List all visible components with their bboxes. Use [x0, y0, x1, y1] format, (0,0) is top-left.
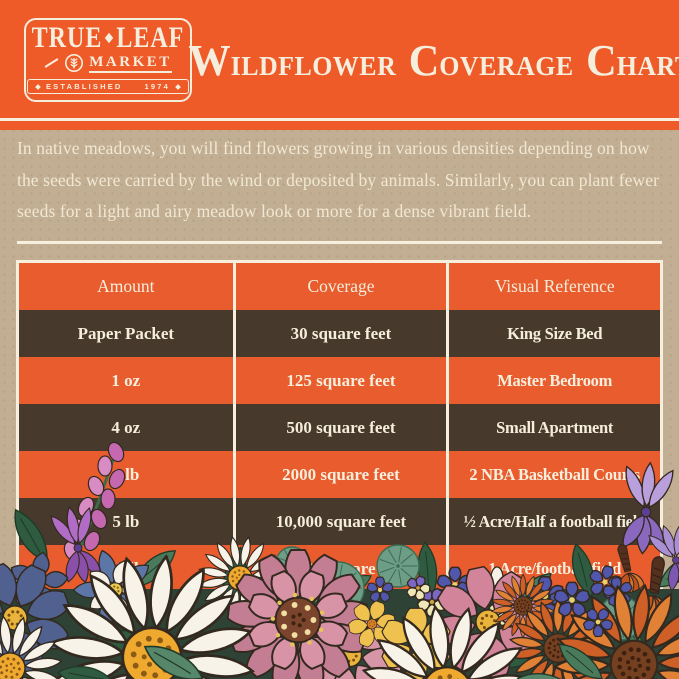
cell-coverage: 2000 square feet [232, 451, 447, 498]
cell-amount: 25 lb [19, 545, 233, 592]
table-header-row: Amount Coverage Visual Reference [19, 263, 660, 310]
cell-visual-reference: King Size Bed [446, 310, 660, 357]
title-word: WILDFLOWER [188, 35, 397, 85]
cell-amount: 1 oz [19, 357, 233, 404]
diamond-separator-icon [105, 32, 114, 44]
wheat-seal-icon [65, 54, 84, 73]
table-row: 4 oz 500 square feet Small Apartment [19, 404, 660, 451]
cell-visual-reference: ½ Acre/Half a football field [446, 498, 660, 545]
cell-coverage: 10,000 square feet [232, 498, 447, 545]
cell-visual-reference: 2 NBA Basketball Courts [446, 451, 660, 498]
column-header-coverage: Coverage [232, 263, 447, 310]
diamond-bullet-icon [175, 83, 181, 90]
table-row: 25 lb 50,000 square feet 1 Acre/football f… [19, 545, 660, 592]
brand-name-right: LEAF [116, 22, 185, 55]
cell-coverage: 125 square feet [232, 357, 447, 404]
table-row: 1 oz 125 square feet Master Bedroom [19, 357, 660, 404]
cell-visual-reference: 1 Acre/football field [446, 545, 660, 592]
brand-name-market: MARKET [89, 54, 172, 73]
header-banner: TRUE LEAF MARKET E [0, 0, 679, 130]
table-row: 1 lb 2000 square feet 2 NBA Basketball Cou… [19, 451, 660, 498]
title-word: COVERAGE [408, 35, 574, 85]
column-header-amount: Amount [19, 263, 233, 310]
section-divider-line [17, 241, 662, 244]
cell-amount: 1 lb [19, 451, 233, 498]
brand-name-left: TRUE [31, 22, 103, 55]
brand-name-row2: MARKET [44, 53, 172, 73]
cell-coverage: 50,000 square feet [232, 545, 447, 592]
cell-coverage: 500 square feet [232, 404, 447, 451]
established-year: 1974 [144, 81, 171, 91]
cell-amount: Paper Packet [19, 310, 233, 357]
banner-divider-line [0, 118, 679, 121]
table-body: Paper Packet 30 square feet King Size Bed 1… [19, 310, 660, 592]
table-row: Paper Packet 30 square feet King Size Bed [19, 310, 660, 357]
cell-amount: 4 oz [19, 404, 233, 451]
page-title: WILDFLOWERCOVERAGECHART [188, 12, 679, 108]
brand-logo: TRUE LEAF MARKET E [24, 18, 192, 102]
cell-visual-reference: Master Bedroom [446, 357, 660, 404]
title-word: CHART [586, 35, 679, 85]
diamond-bullet-icon [35, 83, 41, 90]
cell-visual-reference: Small Apartment [446, 404, 660, 451]
foliage-background [0, 589, 679, 679]
column-header-visual-reference: Visual Reference [446, 263, 660, 310]
table-row: 5 lb 10,000 square feet ½ Acre/Half a foot… [19, 498, 660, 545]
established-label: ESTABLISHED [45, 81, 123, 91]
cell-amount: 5 lb [19, 498, 233, 545]
cell-coverage: 30 square feet [232, 310, 447, 357]
logo-slash-decoration [44, 58, 59, 69]
established-plaque: ESTABLISHED 1974 [26, 79, 190, 94]
brand-name: TRUE LEAF [32, 23, 185, 53]
intro-paragraph: In native meadows, you will find flowers… [17, 138, 660, 221]
coverage-table: Amount Coverage Visual Reference Paper Pac… [16, 260, 663, 595]
